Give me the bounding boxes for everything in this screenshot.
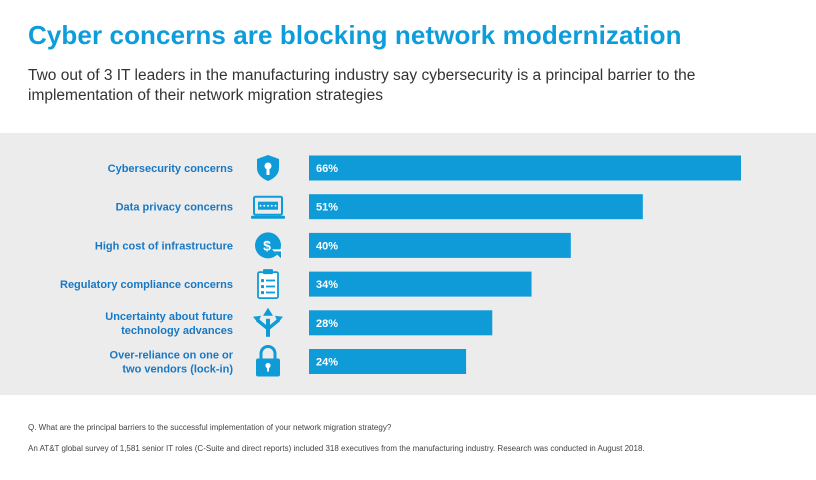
page-title: Cyber concerns are blocking network mode… bbox=[28, 20, 682, 50]
category-label-line: two vendors (lock-in) bbox=[122, 364, 233, 376]
bar-value-label: 28% bbox=[316, 318, 338, 330]
svg-text:$: $ bbox=[263, 237, 271, 253]
category-label: Regulatory compliance concerns bbox=[60, 279, 233, 291]
padlock-icon bbox=[256, 345, 280, 377]
survey-source: An AT&T global survey of 1,581 senior IT… bbox=[28, 444, 645, 453]
category-label: High cost of infrastructure bbox=[95, 240, 233, 252]
split-arrows-icon bbox=[253, 307, 283, 337]
category-label-line: Data privacy concerns bbox=[116, 202, 233, 214]
category-label: Cybersecurity concerns bbox=[108, 163, 233, 175]
category-label-line: High cost of infrastructure bbox=[95, 240, 233, 252]
bar-value-label: 24% bbox=[316, 357, 338, 369]
bar-value-label: 40% bbox=[316, 240, 338, 252]
category-label-line: technology advances bbox=[121, 325, 233, 337]
category-label-line: Uncertainty about future bbox=[105, 311, 233, 323]
coin-arrow-icon: $ bbox=[255, 232, 282, 260]
bar-chart: Cybersecurity concerns 66% Data privacy co… bbox=[60, 155, 741, 377]
password-screen-icon bbox=[251, 195, 285, 219]
shield-lock-icon bbox=[257, 155, 279, 181]
category-label-line: Regulatory compliance concerns bbox=[60, 279, 233, 291]
category-label: Over-reliance on one or two vendors (lock… bbox=[110, 350, 234, 376]
survey-question: Q. What are the principal barriers to th… bbox=[28, 423, 392, 432]
category-label-line: Cybersecurity concerns bbox=[108, 163, 233, 175]
clipboard-checklist-icon bbox=[257, 269, 279, 300]
bar bbox=[309, 194, 643, 220]
bar bbox=[309, 271, 532, 297]
category-label: Data privacy concerns bbox=[116, 202, 233, 214]
category-label: Uncertainty about future technology advan… bbox=[105, 311, 233, 337]
bar bbox=[309, 155, 741, 181]
category-label-line: Over-reliance on one or bbox=[110, 350, 234, 362]
page-subtitle: Two out of 3 IT leaders in the manufactu… bbox=[28, 67, 696, 104]
chart-panel: Cybersecurity concerns 66% Data privacy co… bbox=[0, 133, 816, 395]
bar-value-label: 34% bbox=[316, 279, 338, 291]
bar-value-label: 51% bbox=[316, 202, 338, 214]
bar bbox=[309, 310, 493, 336]
bar bbox=[309, 232, 571, 258]
bar-value-label: 66% bbox=[316, 163, 338, 175]
bar bbox=[309, 349, 467, 374]
